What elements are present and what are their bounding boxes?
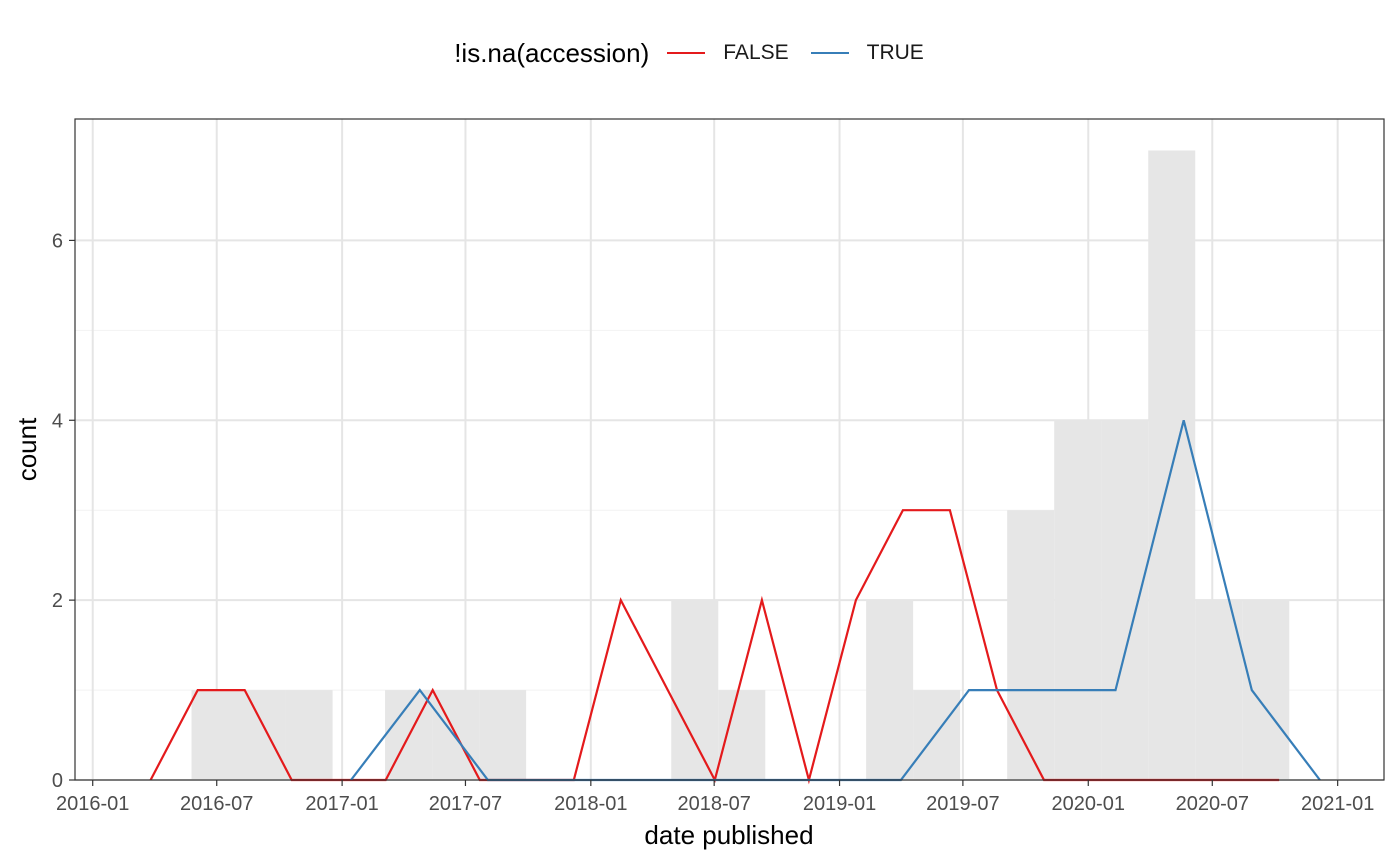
y-tick-label: 0 — [52, 770, 63, 792]
y-tick-label: 2 — [52, 590, 63, 612]
series-line-true — [350, 420, 1321, 782]
y-tick-label: 4 — [52, 410, 63, 432]
histogram-bar — [1054, 420, 1102, 780]
histogram-bar — [671, 600, 719, 780]
x-tick-label: 2020-07 — [1176, 793, 1249, 815]
x-tick-label: 2017-01 — [305, 793, 378, 815]
histogram-bar — [479, 690, 527, 780]
x-tick-label: 2021-01 — [1301, 793, 1374, 815]
legend-key-true — [810, 52, 849, 54]
legend-key-false — [667, 52, 706, 54]
legend-item-true: TRUE — [810, 41, 924, 65]
legend: !is.na(accession) FALSE TRUE — [0, 36, 1400, 70]
histogram-bar — [718, 690, 766, 780]
histogram-bar — [191, 690, 239, 780]
histogram-bar — [1242, 600, 1290, 780]
histogram-bars — [191, 150, 1290, 780]
histogram-bar — [866, 600, 914, 780]
x-tick-label: 2017-07 — [429, 793, 502, 815]
axes: 2016-01 2016-07 2017-01 2017-07 2018-01 2018-… — [52, 230, 1374, 815]
x-tick-label: 2016-01 — [56, 793, 129, 815]
x-tick-label: 2016-07 — [180, 793, 253, 815]
plot-panel-border — [74, 118, 1385, 781]
histogram-bar — [913, 690, 961, 780]
x-tick-label: 2018-07 — [677, 793, 750, 815]
y-axis-title: count — [12, 417, 42, 481]
legend-title: !is.na(accession) — [454, 37, 650, 68]
legend-label-false: FALSE — [723, 41, 789, 64]
y-tick-label: 6 — [52, 230, 63, 252]
x-tick-label: 2018-01 — [554, 793, 627, 815]
legend-item-false: FALSE — [667, 41, 789, 65]
histogram-bar — [1007, 510, 1055, 780]
x-tick-label: 2019-01 — [803, 793, 876, 815]
histogram-bar — [285, 690, 333, 780]
histogram-bar — [1101, 420, 1149, 780]
x-axis-title: date published — [644, 820, 813, 850]
histogram-bar — [238, 690, 286, 780]
legend-label-true: TRUE — [866, 41, 924, 64]
x-tick-label: 2019-07 — [926, 793, 999, 815]
x-tick-label: 2020-01 — [1052, 793, 1125, 815]
histogram-bar — [1195, 600, 1243, 780]
